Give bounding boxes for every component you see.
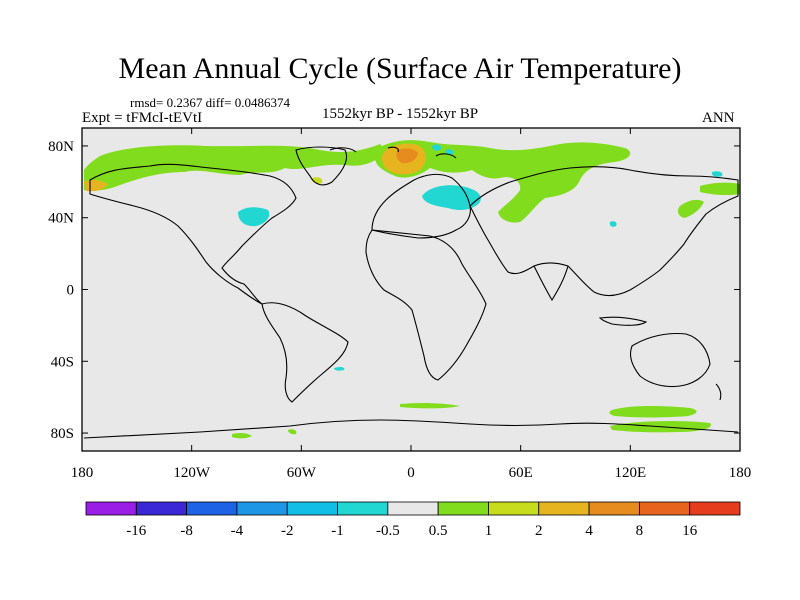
colorbar-swatch (588, 501, 640, 516)
colorbar-swatch (286, 501, 338, 516)
lat-tick-label: 0 (67, 283, 75, 299)
coast-india (533, 265, 569, 302)
colorbar-label: 8 (636, 523, 644, 539)
anomaly-positive-atlantic (400, 402, 460, 409)
coast-indonesia (598, 316, 648, 326)
colorbar-swatch (689, 501, 741, 516)
anomaly-positive-bering (700, 182, 740, 196)
colorbar-label: 0.5 (429, 523, 448, 539)
anomaly-regions (84, 140, 740, 439)
coast-north-america (89, 163, 297, 305)
anomaly-positive-arctic-canada (84, 144, 385, 191)
coast-arctic-islands (329, 146, 457, 159)
anomaly-positive-siberia (540, 147, 600, 159)
lon-tick-label: 180 (71, 465, 94, 481)
colorbar: -16 -8 -4 -2 -1 -0.5 0.5 1 2 4 8 16 (85, 501, 741, 539)
colorbar-label: 1 (485, 523, 493, 539)
warm-anomaly-regions (84, 143, 426, 192)
lon-tick-label: 120E (614, 465, 646, 481)
colorbar-label: -4 (231, 523, 244, 539)
coast-asia (469, 166, 739, 297)
chart-title: Mean Annual Cycle (Surface Air Temperatu… (118, 52, 682, 85)
colorbar-label: 16 (682, 523, 698, 539)
colorbar-label: -8 (180, 523, 193, 539)
colorbar-swatch (236, 501, 288, 516)
anomaly-hot-barents-core (396, 148, 418, 164)
colorbar-swatch (186, 501, 238, 516)
anomaly-positive-southern-ocean (609, 405, 697, 418)
colorbar-label: -0.5 (376, 523, 400, 539)
colorbar-swatch (488, 501, 540, 516)
lat-tick-label: 80N (48, 139, 74, 155)
colorbar-label: -1 (331, 523, 344, 539)
colorbar-swatch (337, 501, 389, 516)
anomaly-positive-east-asia (677, 199, 704, 218)
coast-new-zealand (715, 383, 722, 401)
coast-south-america (261, 302, 349, 403)
coast-europe (371, 173, 471, 239)
lon-tick-label: 180 (729, 465, 752, 481)
anomaly-cool-north-america (238, 207, 270, 227)
lon-tick-label: 60W (287, 465, 317, 481)
lat-tick-label: 80S (51, 426, 74, 442)
axis-labels: 80N 40N 0 40S 80S 180 120W 60W 0 60E 120E 180 (48, 139, 751, 481)
colorbar-label: -16 (126, 523, 146, 539)
lon-tick-label: 60E (509, 465, 533, 481)
colorbar-swatch (538, 501, 590, 516)
anomaly-positive-weddell (288, 429, 297, 435)
season-label: ANN (702, 110, 735, 126)
lat-tick-label: 40N (48, 211, 74, 227)
colorbar-swatch (638, 501, 691, 516)
anomaly-cool-europe (422, 185, 481, 210)
colorbar-label: 2 (535, 523, 543, 539)
lon-tick-label: 0 (407, 465, 415, 481)
anomaly-cool-japan (609, 221, 617, 227)
colorbar-swatch (85, 501, 137, 516)
coast-antarctica (83, 419, 739, 439)
coast-greenland (295, 146, 348, 186)
anomaly-cool-arctic-small (432, 144, 442, 151)
cool-anomaly-regions (238, 144, 723, 371)
lon-tick-label: 120W (173, 465, 211, 481)
coastlines (83, 146, 739, 439)
colorbar-swatch (437, 501, 489, 516)
stats-text: rmsd= 0.2367 diff= 0.0486374 (130, 95, 290, 110)
colorbar-label: -2 (281, 523, 294, 539)
lat-tick-label: 40S (51, 354, 74, 370)
colorbar-swatch (135, 501, 188, 516)
experiment-label: Expt = tFMcI-tEVtI (82, 110, 203, 126)
axis-ticks (81, 128, 741, 451)
anomaly-positive-arctic-europe (375, 140, 631, 223)
colorbar-label: 4 (585, 523, 593, 539)
coast-africa (365, 229, 487, 381)
anomaly-cool-south-atlantic (334, 366, 345, 371)
colorbar-swatch (387, 501, 439, 516)
period-label: 1552kyr BP - 1552kyr BP (322, 106, 479, 122)
anomaly-cool-arctic-small-2 (445, 149, 454, 155)
coast-australia (629, 332, 711, 388)
anomaly-positive-ross (232, 432, 252, 439)
anomaly-cool-pacific-north (711, 171, 723, 177)
